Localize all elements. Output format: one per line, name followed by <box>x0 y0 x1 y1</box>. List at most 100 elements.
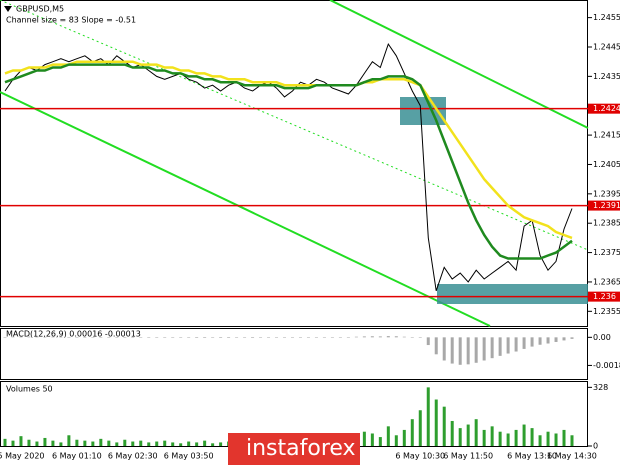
bar <box>490 337 494 359</box>
bar <box>346 337 350 338</box>
bar <box>354 336 358 338</box>
price-panel <box>0 0 588 327</box>
bar <box>19 436 23 446</box>
y-tick-label: 1.2445 <box>593 42 620 51</box>
bar <box>402 336 406 338</box>
bar <box>155 441 159 446</box>
bar <box>410 337 414 338</box>
y-tick-label: 1.2365 <box>593 277 620 286</box>
bar <box>514 337 518 352</box>
chart-title: GBPUSD,M5 <box>16 5 64 14</box>
bar <box>91 337 95 338</box>
bar <box>418 337 422 338</box>
bar <box>546 431 550 446</box>
y-tick-label: 1.2455 <box>593 13 620 22</box>
bar <box>378 437 382 446</box>
bar <box>259 337 263 338</box>
bar <box>211 443 215 446</box>
channel-mid <box>0 0 589 251</box>
y-tick-label: 1.2355 <box>593 307 620 316</box>
bar <box>434 337 438 355</box>
y-tick-label: 0.00 <box>593 333 611 342</box>
bar <box>83 440 87 446</box>
bar <box>83 337 87 338</box>
bar <box>163 337 167 338</box>
bar <box>298 337 302 338</box>
bar <box>554 433 558 446</box>
level-label: 1.236 <box>593 292 616 301</box>
bar <box>394 336 398 338</box>
bar <box>59 442 63 446</box>
bar <box>290 337 294 338</box>
watermark: instaforex <box>246 436 356 461</box>
bar <box>386 336 390 338</box>
bar <box>235 337 239 338</box>
bar <box>59 336 63 338</box>
bar <box>171 442 175 446</box>
bar <box>522 424 526 446</box>
volume-title: Volumes 50 <box>6 385 53 394</box>
bar <box>562 429 566 446</box>
bar <box>267 337 271 338</box>
bar <box>466 424 470 446</box>
bar <box>426 337 430 346</box>
bar <box>466 337 470 365</box>
moving-average <box>4 60 573 240</box>
bar <box>171 337 175 338</box>
bar <box>370 433 374 446</box>
bar <box>474 419 478 446</box>
chart-subtitle: Channel size = 83 Slope = -0.51 <box>6 16 136 25</box>
y-tick-label: 1.2435 <box>593 72 620 81</box>
macd-title: MACD(12,26,9) 0.00016 -0.00013 <box>6 330 141 339</box>
bar <box>219 337 223 338</box>
bar <box>482 337 486 361</box>
y-tick-label: -0.00182 <box>593 361 620 370</box>
bar <box>211 337 215 338</box>
bar <box>131 337 135 338</box>
bar <box>514 429 518 446</box>
x-tick-label: 6 May 11:50 <box>443 452 493 461</box>
bar <box>99 438 103 446</box>
macd-panel <box>0 328 588 380</box>
x-tick-label: 6 May 14:30 <box>547 452 597 461</box>
bar <box>458 337 462 365</box>
bar <box>506 433 510 446</box>
bar <box>51 440 55 446</box>
bar <box>538 337 542 345</box>
bar <box>179 337 183 338</box>
bar <box>43 336 47 338</box>
bar <box>155 337 159 338</box>
x-tick-label: 6 May 10:30 <box>395 452 445 461</box>
bar <box>11 336 15 338</box>
bar <box>530 337 534 347</box>
level-label: 1.2391 <box>593 201 620 210</box>
bar <box>35 441 39 446</box>
bar <box>570 435 574 446</box>
bar <box>3 337 7 338</box>
bar <box>362 431 366 446</box>
bar <box>115 337 119 338</box>
bar <box>434 399 438 446</box>
bar <box>490 426 494 446</box>
bar <box>187 441 191 446</box>
bar <box>458 428 462 446</box>
y-tick-label: 0 <box>593 442 598 451</box>
bar <box>75 337 79 338</box>
bar <box>147 442 151 446</box>
bar <box>410 419 414 446</box>
x-tick-label: 6 May 13:10 <box>507 452 557 461</box>
level-label: 1.2424 <box>593 104 620 113</box>
bar <box>227 337 231 338</box>
bar <box>43 437 47 446</box>
y-tick-label: 1.2385 <box>593 219 620 228</box>
bar <box>474 337 478 363</box>
bar <box>370 336 374 338</box>
bar <box>394 435 398 446</box>
level-label-bg <box>588 200 620 211</box>
bar <box>139 337 143 338</box>
bar <box>187 337 191 338</box>
bar <box>338 337 342 338</box>
y-tick-label: 328 <box>593 383 608 392</box>
bar <box>91 441 95 446</box>
